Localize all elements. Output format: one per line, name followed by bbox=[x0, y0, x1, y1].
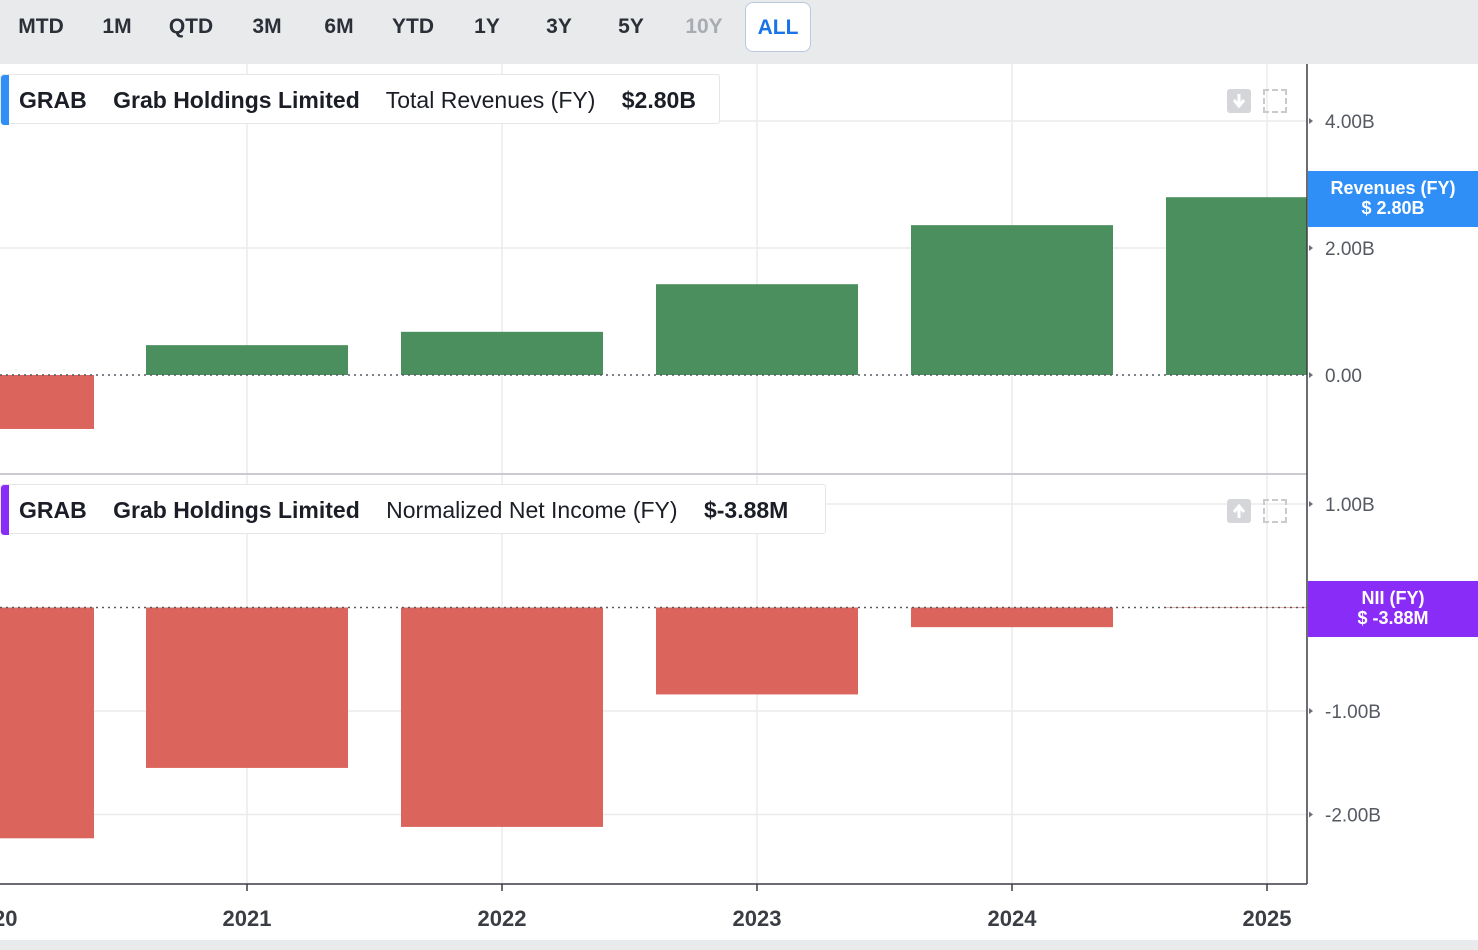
revenue-legend-value: $2.80B bbox=[621, 87, 696, 113]
expand-icon[interactable] bbox=[1263, 499, 1287, 523]
y-tick-label: 4.00B bbox=[1325, 112, 1375, 133]
y-tick-label: -2.00B bbox=[1325, 806, 1381, 827]
revenue-legend-metric: Total Revenues (FY) bbox=[385, 87, 596, 113]
range-button-1y[interactable]: 1Y bbox=[474, 15, 500, 38]
move-up-icon[interactable] bbox=[1227, 499, 1251, 523]
revenue-legend-accent bbox=[1, 75, 9, 125]
nii-legend-company: Grab Holdings Limited bbox=[113, 497, 360, 523]
revenue-legend-ticker: GRAB bbox=[19, 87, 87, 113]
x-tick-label: 20 bbox=[0, 906, 17, 931]
range-toolbar: MTD 1M QTD 3M 6M YTD 1Y 3Y 5Y 10Y ALL bbox=[0, 0, 1478, 64]
y-tick-label: -1.00B bbox=[1325, 702, 1381, 723]
x-tick-label: 2023 bbox=[733, 906, 782, 931]
bar-2024 bbox=[911, 225, 1113, 375]
bar-2022 bbox=[401, 331, 603, 375]
nii-tag-value: $ -3.88M bbox=[1357, 608, 1429, 628]
x-tick-label: 2024 bbox=[988, 906, 1038, 931]
range-button-5y[interactable]: 5Y bbox=[618, 15, 644, 38]
y-tick-mark bbox=[1309, 811, 1313, 818]
range-button-6m[interactable]: 6M bbox=[324, 15, 354, 38]
nii-tag-label: NII (FY) bbox=[1361, 588, 1425, 608]
bars-layer bbox=[0, 197, 1307, 839]
revenue-tag-label: Revenues (FY) bbox=[1330, 178, 1456, 198]
y-tick-mark bbox=[1309, 245, 1313, 251]
y-tick-mark bbox=[1309, 708, 1313, 714]
range-button-10y: 10Y bbox=[685, 15, 723, 38]
range-button-3y[interactable]: 3Y bbox=[546, 15, 572, 38]
y-tick-mark bbox=[1309, 372, 1313, 378]
bar-2024 bbox=[911, 607, 1113, 628]
bar-2021 bbox=[146, 607, 348, 768]
bar-2020 bbox=[0, 375, 94, 429]
bottom-strip bbox=[0, 940, 1478, 950]
bar-2022 bbox=[401, 607, 603, 827]
range-button-mtd[interactable]: MTD bbox=[18, 15, 64, 38]
y-tick-label: 1.00B bbox=[1325, 495, 1375, 516]
bar-2020 bbox=[0, 607, 94, 839]
y-tick-label: 0.00 bbox=[1325, 366, 1362, 387]
bar-2023 bbox=[656, 284, 858, 375]
bar-2025 bbox=[1166, 197, 1307, 375]
bar-2023 bbox=[656, 607, 858, 695]
range-button-1m[interactable]: 1M bbox=[102, 15, 132, 38]
revenue-tag-value: $ 2.80B bbox=[1361, 198, 1425, 218]
nii-legend-metric: Normalized Net Income (FY) bbox=[386, 497, 678, 523]
x-tick-label: 2022 bbox=[478, 906, 527, 931]
range-button-3m[interactable]: 3M bbox=[252, 15, 282, 38]
nii-legend-value: $-3.88M bbox=[703, 497, 789, 523]
y-tick-mark bbox=[1309, 118, 1313, 124]
x-tick-label: 2025 bbox=[1243, 906, 1292, 931]
move-down-icon[interactable] bbox=[1227, 89, 1251, 113]
nii-legend-ticker: GRAB bbox=[19, 497, 87, 523]
x-tick-label: 2021 bbox=[223, 906, 272, 931]
revenue-value-tag: Revenues (FY) $ 2.80B bbox=[1308, 171, 1478, 227]
revenue-legend: GRAB Grab Holdings Limited Total Revenue… bbox=[0, 74, 720, 125]
y-tick-mark bbox=[1309, 501, 1313, 507]
axis-layer: 4.00B2.00B0.001.00B0.00-1.00B-2.00B20202… bbox=[0, 64, 1381, 931]
nii-value-tag: NII (FY) $ -3.88M bbox=[1308, 581, 1478, 637]
revenue-legend-company: Grab Holdings Limited bbox=[113, 87, 360, 113]
y-tick-label: 2.00B bbox=[1325, 239, 1375, 260]
range-button-all[interactable]: ALL bbox=[745, 2, 811, 52]
nii-legend-accent bbox=[1, 485, 9, 535]
range-button-ytd[interactable]: YTD bbox=[392, 15, 434, 38]
nii-legend: GRAB Grab Holdings Limited Normalized Ne… bbox=[0, 484, 826, 535]
expand-icon[interactable] bbox=[1263, 89, 1287, 113]
range-button-qtd[interactable]: QTD bbox=[168, 15, 214, 38]
bar-2021 bbox=[146, 345, 348, 375]
